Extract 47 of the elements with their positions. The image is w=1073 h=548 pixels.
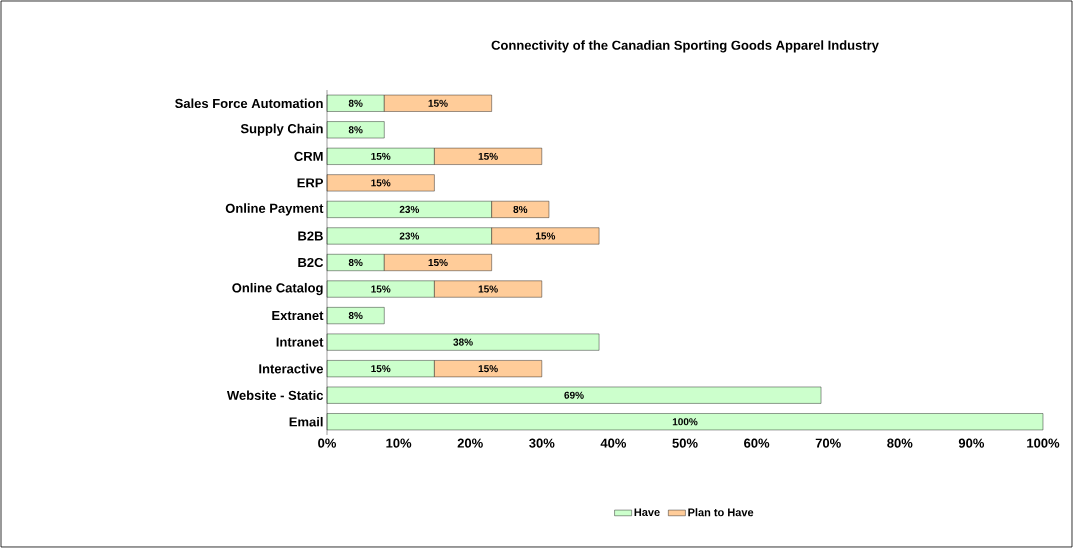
x-tick-label: 40% bbox=[600, 438, 627, 448]
y-tick-label: Sales Force Automation bbox=[175, 98, 323, 109]
data-label: 8% bbox=[348, 126, 363, 134]
x-tick-label: 100% bbox=[1027, 438, 1060, 448]
y-tick-label: Extranet bbox=[272, 311, 324, 321]
data-label: 8% bbox=[348, 312, 363, 320]
y-tick-label: CRM bbox=[294, 151, 323, 161]
data-label: 15% bbox=[428, 258, 448, 267]
data-label: 38% bbox=[453, 338, 473, 346]
data-label: 15% bbox=[371, 285, 391, 293]
data-label: 15% bbox=[371, 179, 391, 187]
y-tick-label: Interactive bbox=[259, 363, 324, 374]
data-label: 8% bbox=[513, 205, 528, 213]
data-label: 15% bbox=[478, 365, 498, 373]
x-tick-label: 90% bbox=[958, 438, 985, 448]
data-label: 23% bbox=[399, 205, 420, 213]
data-label: 8% bbox=[348, 258, 363, 267]
chart-title: Connectivity of the Canadian Sporting Goods Apparel Industry bbox=[491, 40, 879, 53]
data-label: 69% bbox=[564, 391, 584, 399]
x-tick-label: 10% bbox=[386, 438, 412, 448]
data-label: 15% bbox=[478, 285, 498, 293]
data-label: 15% bbox=[371, 365, 391, 373]
x-tick-label: 20% bbox=[457, 438, 483, 448]
x-tick-label: 30% bbox=[529, 438, 555, 448]
data-label: 23% bbox=[399, 232, 420, 240]
data-label: 8% bbox=[348, 99, 363, 107]
x-tick-label: 70% bbox=[815, 438, 841, 448]
x-tick-label: 0% bbox=[318, 438, 337, 448]
legend-label: Have bbox=[634, 508, 660, 517]
y-tick-label: Email bbox=[289, 416, 323, 427]
y-tick-label: Intranet bbox=[276, 337, 324, 347]
y-tick-label: Online Payment bbox=[225, 203, 324, 216]
y-tick-label: Supply Chain bbox=[240, 123, 323, 136]
legend-label: Plan to Have bbox=[688, 508, 754, 517]
data-label: 15% bbox=[536, 232, 556, 240]
data-label: 15% bbox=[428, 99, 448, 107]
x-tick-label: 60% bbox=[744, 438, 770, 448]
x-tick-label: 50% bbox=[672, 438, 698, 448]
y-tick-label: B2C bbox=[298, 257, 324, 268]
y-tick-label: B2B bbox=[298, 231, 323, 241]
y-tick-label: Website - Static bbox=[226, 390, 324, 400]
data-label: 15% bbox=[478, 152, 498, 160]
y-tick-label: ERP bbox=[297, 178, 324, 188]
y-tick-label: Online Catalog bbox=[232, 282, 323, 296]
data-label: 15% bbox=[371, 152, 391, 160]
data-label: 100% bbox=[672, 418, 698, 426]
x-tick-label: 80% bbox=[887, 438, 913, 448]
